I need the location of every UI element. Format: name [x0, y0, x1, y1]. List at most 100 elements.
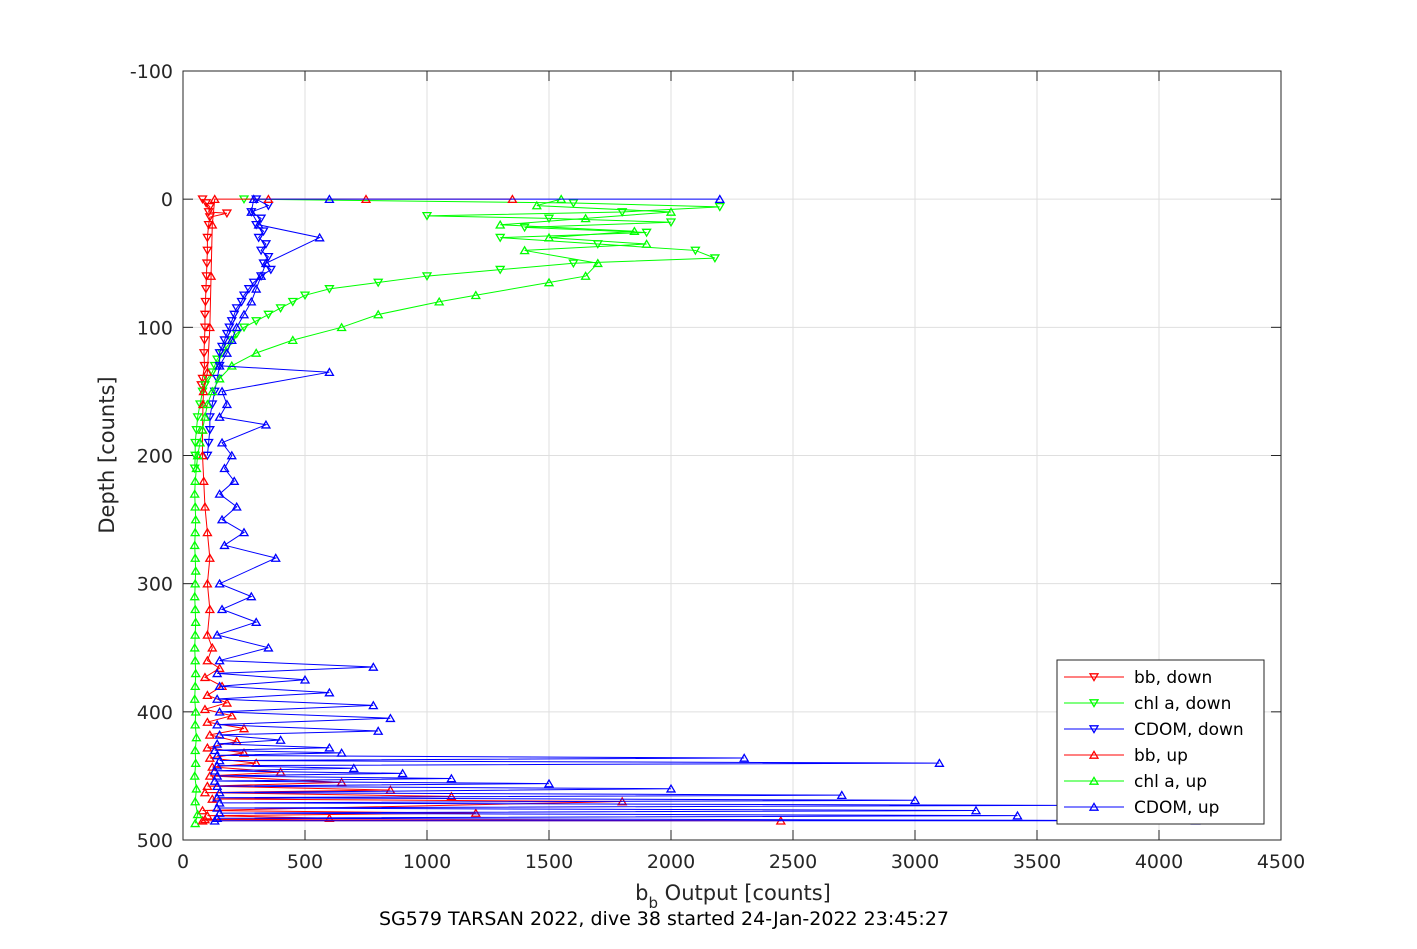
data-point-marker	[204, 203, 215, 212]
data-point-marker	[238, 291, 250, 301]
data-point-marker	[216, 437, 228, 447]
legend-entry: chl a, up	[1064, 772, 1207, 792]
data-point-marker	[199, 704, 211, 714]
data-point-marker	[199, 501, 211, 511]
x-tick-label: 500	[287, 851, 323, 873]
data-point-marker	[198, 349, 210, 358]
data-point-marker	[190, 758, 201, 767]
data-point-marker	[238, 323, 250, 333]
data-point-marker	[260, 240, 272, 249]
legend-entry: chl a, down	[1064, 694, 1231, 714]
data-point-marker	[739, 753, 750, 762]
data-point-marker	[219, 463, 230, 473]
x-tick-label: 2000	[647, 851, 695, 873]
data-point-marker	[202, 781, 213, 791]
data-point-marker	[214, 373, 225, 383]
data-point-marker	[592, 258, 603, 268]
series-chl-a-up	[189, 194, 677, 828]
data-point-marker	[216, 604, 228, 614]
y-ticks: -100 0 100 200 300 400 500	[130, 61, 1281, 852]
data-point-marker	[202, 527, 213, 537]
data-point-marker	[204, 426, 215, 435]
data-point-marker	[204, 213, 215, 222]
data-point-marker	[214, 706, 225, 716]
data-point-marker	[255, 246, 267, 256]
data-point-marker	[214, 412, 225, 421]
data-point-marker	[238, 527, 250, 537]
data-point-marker	[189, 694, 200, 703]
data-point-marker	[251, 348, 262, 357]
data-point-marker	[373, 309, 384, 319]
data-point-marker	[194, 437, 206, 447]
data-point-marker	[212, 719, 223, 729]
y-tick-label: 200	[137, 446, 173, 468]
x-tick-label: 4000	[1135, 851, 1183, 873]
data-point-marker	[197, 450, 208, 460]
data-point-marker	[202, 233, 213, 243]
series-line	[194, 198, 672, 824]
data-point-marker	[190, 604, 201, 614]
data-point-marker	[238, 309, 250, 319]
data-point-marker	[202, 246, 213, 256]
data-point-marker	[214, 489, 225, 498]
data-point-marker	[421, 211, 433, 221]
data-point-marker	[238, 747, 250, 757]
data-point-marker	[190, 617, 201, 626]
data-point-marker	[202, 630, 213, 639]
data-point-marker	[212, 792, 223, 802]
data-point-marker	[212, 630, 223, 639]
series-layer	[189, 194, 1201, 828]
y-tick-label: 500	[137, 830, 173, 852]
data-point-marker	[212, 750, 223, 760]
data-point-marker	[191, 463, 202, 473]
legend-marker	[1088, 725, 1100, 734]
data-point-marker	[970, 805, 982, 815]
data-point-marker	[229, 476, 240, 485]
data-point-marker	[836, 790, 847, 799]
data-point-marker	[212, 738, 223, 748]
data-point-marker	[714, 203, 725, 212]
data-point-marker	[199, 672, 211, 682]
data-point-marker	[580, 271, 591, 280]
legend-box	[1056, 659, 1265, 825]
legend-label: bb, down	[1134, 668, 1212, 688]
data-point-marker	[189, 771, 200, 780]
data-point-marker	[299, 674, 311, 684]
data-point-marker	[209, 765, 220, 775]
data-point-marker	[934, 758, 945, 767]
data-point-marker	[543, 232, 555, 242]
data-point-marker	[209, 776, 220, 785]
legend: bb, down chl a, down CDOM, down bb, up chl a…	[1056, 659, 1265, 825]
data-point-marker	[202, 578, 213, 588]
legend-marker	[1088, 673, 1100, 682]
data-point-marker	[236, 297, 247, 307]
data-point-marker	[231, 322, 242, 332]
data-point-marker	[204, 322, 215, 332]
data-point-marker	[190, 706, 201, 716]
data-point-marker	[214, 578, 225, 588]
data-point-marker	[189, 642, 200, 652]
data-point-marker	[214, 730, 225, 739]
chart-caption: SG579 TARSAN 2022, dive 38 started 24-Ja…	[379, 908, 949, 930]
data-point-marker	[275, 735, 286, 744]
data-point-marker	[199, 787, 211, 797]
data-point-marker	[368, 700, 379, 710]
data-point-marker	[568, 199, 579, 208]
legend-entry: bb, down	[1064, 668, 1212, 688]
data-point-marker	[231, 501, 242, 511]
data-point-marker	[221, 329, 233, 339]
data-point-marker	[251, 317, 262, 326]
data-point-marker	[190, 527, 201, 537]
data-point-marker	[238, 723, 250, 733]
data-point-marker	[190, 681, 201, 691]
data-point-marker	[251, 284, 262, 293]
data-point-marker	[253, 219, 264, 229]
series-line	[206, 198, 272, 456]
legend-entry: CDOM, down	[1064, 720, 1244, 740]
data-point-marker	[263, 310, 274, 320]
data-point-marker	[214, 663, 225, 673]
data-point-marker	[260, 258, 272, 268]
data-point-marker	[665, 207, 677, 216]
data-point-marker	[253, 233, 264, 243]
data-point-marker	[665, 218, 677, 228]
